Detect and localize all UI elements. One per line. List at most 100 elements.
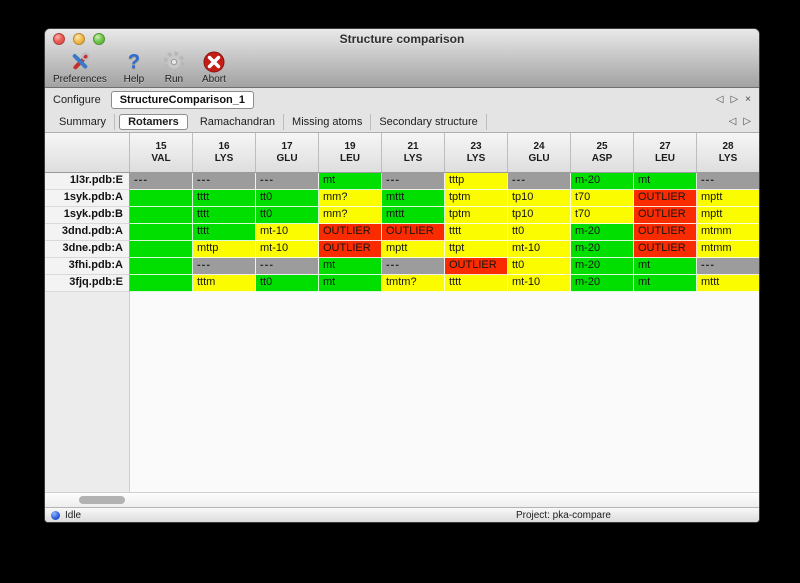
- row-label[interactable]: 3fhi.pdb:A: [45, 258, 130, 275]
- rotamer-cell[interactable]: OUTLIER: [319, 224, 382, 241]
- rotamer-cell[interactable]: [130, 224, 193, 241]
- rotamer-cell[interactable]: ---: [382, 258, 445, 275]
- rotamer-cell[interactable]: mt: [634, 258, 697, 275]
- rotamer-cell[interactable]: mttt: [697, 275, 759, 292]
- rotamer-cell[interactable]: tmtm?: [382, 275, 445, 292]
- rotamer-cell[interactable]: tptm: [445, 207, 508, 224]
- rotamer-cell[interactable]: mt: [634, 173, 697, 190]
- next-arrow-icon[interactable]: ▷: [730, 94, 739, 105]
- rotamer-cell[interactable]: OUTLIER: [382, 224, 445, 241]
- abort-button[interactable]: Abort: [201, 50, 227, 85]
- minimize-button[interactable]: [73, 33, 85, 45]
- rotamer-cell[interactable]: m-20: [571, 173, 634, 190]
- close-tab-icon[interactable]: ×: [745, 94, 751, 105]
- table-row: 3dnd.pdb:A tttt mt-10 OUTLIER OUTLIER tttt tt0…: [45, 224, 759, 241]
- rotamer-cell[interactable]: mt: [634, 275, 697, 292]
- rotamer-cell[interactable]: ---: [382, 173, 445, 190]
- rotamer-cell[interactable]: tttp: [445, 173, 508, 190]
- tab-next-arrow-icon[interactable]: ▷: [743, 116, 751, 127]
- rotamer-cell[interactable]: m-20: [571, 258, 634, 275]
- rotamer-cell[interactable]: t70: [571, 190, 634, 207]
- row-label[interactable]: 1syk.pdb:B: [45, 207, 130, 224]
- titlebar[interactable]: Structure comparison: [45, 29, 759, 49]
- rotamer-cell[interactable]: tp10: [508, 190, 571, 207]
- row-label[interactable]: 3fjq.pdb:E: [45, 275, 130, 292]
- rotamer-cell[interactable]: ---: [256, 258, 319, 275]
- tab-secondary-structure[interactable]: Secondary structure: [371, 114, 487, 130]
- run-button[interactable]: Run: [161, 50, 187, 85]
- rotamer-cell[interactable]: ---: [697, 258, 759, 275]
- rotamer-cell[interactable]: tttt: [445, 275, 508, 292]
- help-button[interactable]: ? Help: [121, 50, 147, 85]
- scrollbar-thumb[interactable]: [79, 496, 125, 504]
- tab-summary[interactable]: Summary: [51, 114, 116, 130]
- rotamer-cell[interactable]: [130, 258, 193, 275]
- rotamer-cell[interactable]: mt: [319, 275, 382, 292]
- rotamer-cell[interactable]: mttt: [382, 207, 445, 224]
- horizontal-scrollbar[interactable]: [45, 492, 759, 507]
- row-label[interactable]: 3dnd.pdb:A: [45, 224, 130, 241]
- tools-icon: [67, 50, 93, 74]
- rotamer-cell[interactable]: mptt: [382, 241, 445, 258]
- tab-rotamers[interactable]: Rotamers: [119, 114, 188, 130]
- rotamer-cell[interactable]: ---: [130, 173, 193, 190]
- rotamer-cell[interactable]: OUTLIER: [634, 190, 697, 207]
- row-label[interactable]: 3dne.pdb:A: [45, 241, 130, 258]
- rotamer-cell[interactable]: tt0: [508, 224, 571, 241]
- rotamer-cell[interactable]: mt-10: [508, 275, 571, 292]
- rotamer-cell[interactable]: mt: [319, 173, 382, 190]
- rotamer-cell[interactable]: tttt: [193, 207, 256, 224]
- rotamer-cell[interactable]: mtmm: [697, 224, 759, 241]
- close-button[interactable]: [53, 33, 65, 45]
- row-label[interactable]: 1syk.pdb:A: [45, 190, 130, 207]
- rotamer-cell[interactable]: [130, 275, 193, 292]
- rotamer-cell[interactable]: ---: [697, 173, 759, 190]
- rotamer-cell[interactable]: tttt: [193, 190, 256, 207]
- rotamer-cell[interactable]: m-20: [571, 224, 634, 241]
- tab-ramachandran[interactable]: Ramachandran: [192, 114, 285, 130]
- rotamer-cell[interactable]: tt0: [508, 258, 571, 275]
- rotamer-cell[interactable]: ---: [508, 173, 571, 190]
- rotamer-cell[interactable]: OUTLIER: [319, 241, 382, 258]
- rotamer-cell[interactable]: tt0: [256, 190, 319, 207]
- rotamer-cell[interactable]: tttt: [193, 224, 256, 241]
- prev-arrow-icon[interactable]: ◁: [715, 94, 724, 105]
- rotamer-cell[interactable]: tttm: [193, 275, 256, 292]
- rotamer-cell[interactable]: ttpt: [445, 241, 508, 258]
- rotamer-cell[interactable]: [130, 207, 193, 224]
- rotamer-cell[interactable]: mptt: [697, 207, 759, 224]
- rotamer-cell[interactable]: mm?: [319, 190, 382, 207]
- rotamer-cell[interactable]: OUTLIER: [634, 241, 697, 258]
- rotamer-cell[interactable]: m-20: [571, 241, 634, 258]
- rotamer-cell[interactable]: mttp: [193, 241, 256, 258]
- rotamer-cell[interactable]: mt-10: [256, 224, 319, 241]
- row-label[interactable]: 1l3r.pdb:E: [45, 173, 130, 190]
- rotamer-cell[interactable]: OUTLIER: [445, 258, 508, 275]
- rotamer-cell[interactable]: OUTLIER: [634, 207, 697, 224]
- rotamer-cell[interactable]: OUTLIER: [634, 224, 697, 241]
- rotamer-cell[interactable]: mttt: [382, 190, 445, 207]
- rotamer-cell[interactable]: mtmm: [697, 241, 759, 258]
- rotamer-cell[interactable]: mm?: [319, 207, 382, 224]
- rotamer-cell[interactable]: [130, 190, 193, 207]
- rotamer-cell[interactable]: m-20: [571, 275, 634, 292]
- rotamer-cell[interactable]: tt0: [256, 207, 319, 224]
- rotamer-cell[interactable]: tt0: [256, 275, 319, 292]
- rotamer-cell[interactable]: mt: [319, 258, 382, 275]
- configure-name-field[interactable]: StructureComparison_1: [110, 91, 255, 109]
- rotamer-cell[interactable]: tttt: [445, 224, 508, 241]
- rotamer-cell[interactable]: mptt: [697, 190, 759, 207]
- rotamer-cell[interactable]: tp10: [508, 207, 571, 224]
- zoom-button[interactable]: [93, 33, 105, 45]
- rotamer-cell[interactable]: mt-10: [256, 241, 319, 258]
- rotamer-cell[interactable]: t70: [571, 207, 634, 224]
- tab-missing-atoms[interactable]: Missing atoms: [284, 114, 372, 130]
- rotamer-cell[interactable]: ---: [193, 173, 256, 190]
- rotamer-cell[interactable]: ---: [256, 173, 319, 190]
- rotamer-cell[interactable]: [130, 241, 193, 258]
- rotamer-cell[interactable]: mt-10: [508, 241, 571, 258]
- tab-prev-arrow-icon[interactable]: ◁: [728, 116, 737, 127]
- preferences-button[interactable]: Preferences: [53, 50, 107, 85]
- rotamer-cell[interactable]: tptm: [445, 190, 508, 207]
- rotamer-cell[interactable]: ---: [193, 258, 256, 275]
